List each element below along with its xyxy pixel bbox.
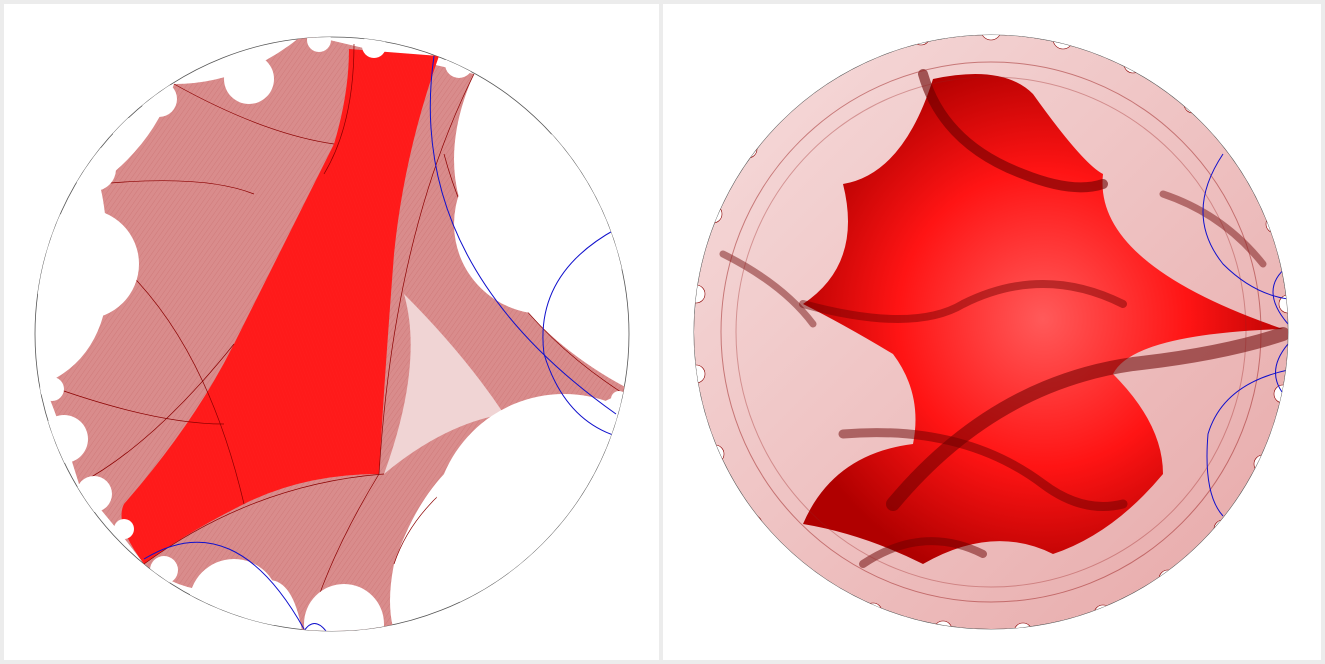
right-panel	[663, 4, 1321, 660]
right-disk-svg	[693, 34, 1289, 630]
left-disk-svg	[34, 36, 630, 632]
inner-ring-arcs	[720, 61, 1262, 603]
left-panel	[4, 4, 659, 660]
dark-bands	[719, 69, 1288, 568]
blue-geodesics	[143, 55, 617, 631]
red-region	[803, 74, 1283, 564]
light-triangle	[384, 294, 504, 474]
